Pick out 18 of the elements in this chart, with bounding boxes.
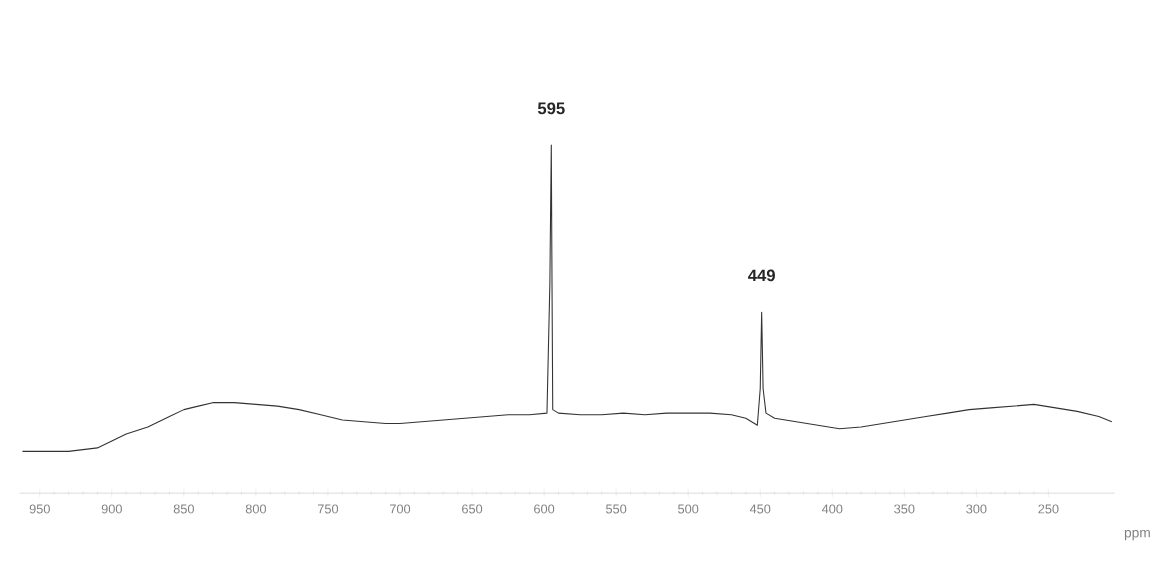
x-tick-label: 500 — [678, 504, 699, 514]
x-tick-label: 750 — [317, 504, 339, 514]
x-tick-label: 450 — [749, 504, 771, 514]
x-tick-label: 350 — [894, 504, 915, 514]
x-tick-label: 400 — [821, 504, 843, 514]
x-tick-label: 600 — [534, 504, 555, 514]
x-tick-label: 250 — [1038, 504, 1059, 514]
x-tick-label: 850 — [173, 504, 194, 514]
x-axis-title: ppm — [1124, 530, 1150, 541]
x-tick-label: 300 — [966, 504, 987, 514]
x-tick-label: 700 — [390, 504, 411, 514]
x-tick-label: 800 — [245, 504, 267, 514]
annotation: 449 — [748, 269, 775, 282]
annotation: 595 — [537, 102, 565, 115]
x-tick-label: 950 — [29, 504, 50, 514]
x-tick-label: 900 — [101, 504, 122, 514]
x-tick-label: 550 — [606, 504, 627, 514]
x-tick-label: 650 — [462, 504, 483, 514]
